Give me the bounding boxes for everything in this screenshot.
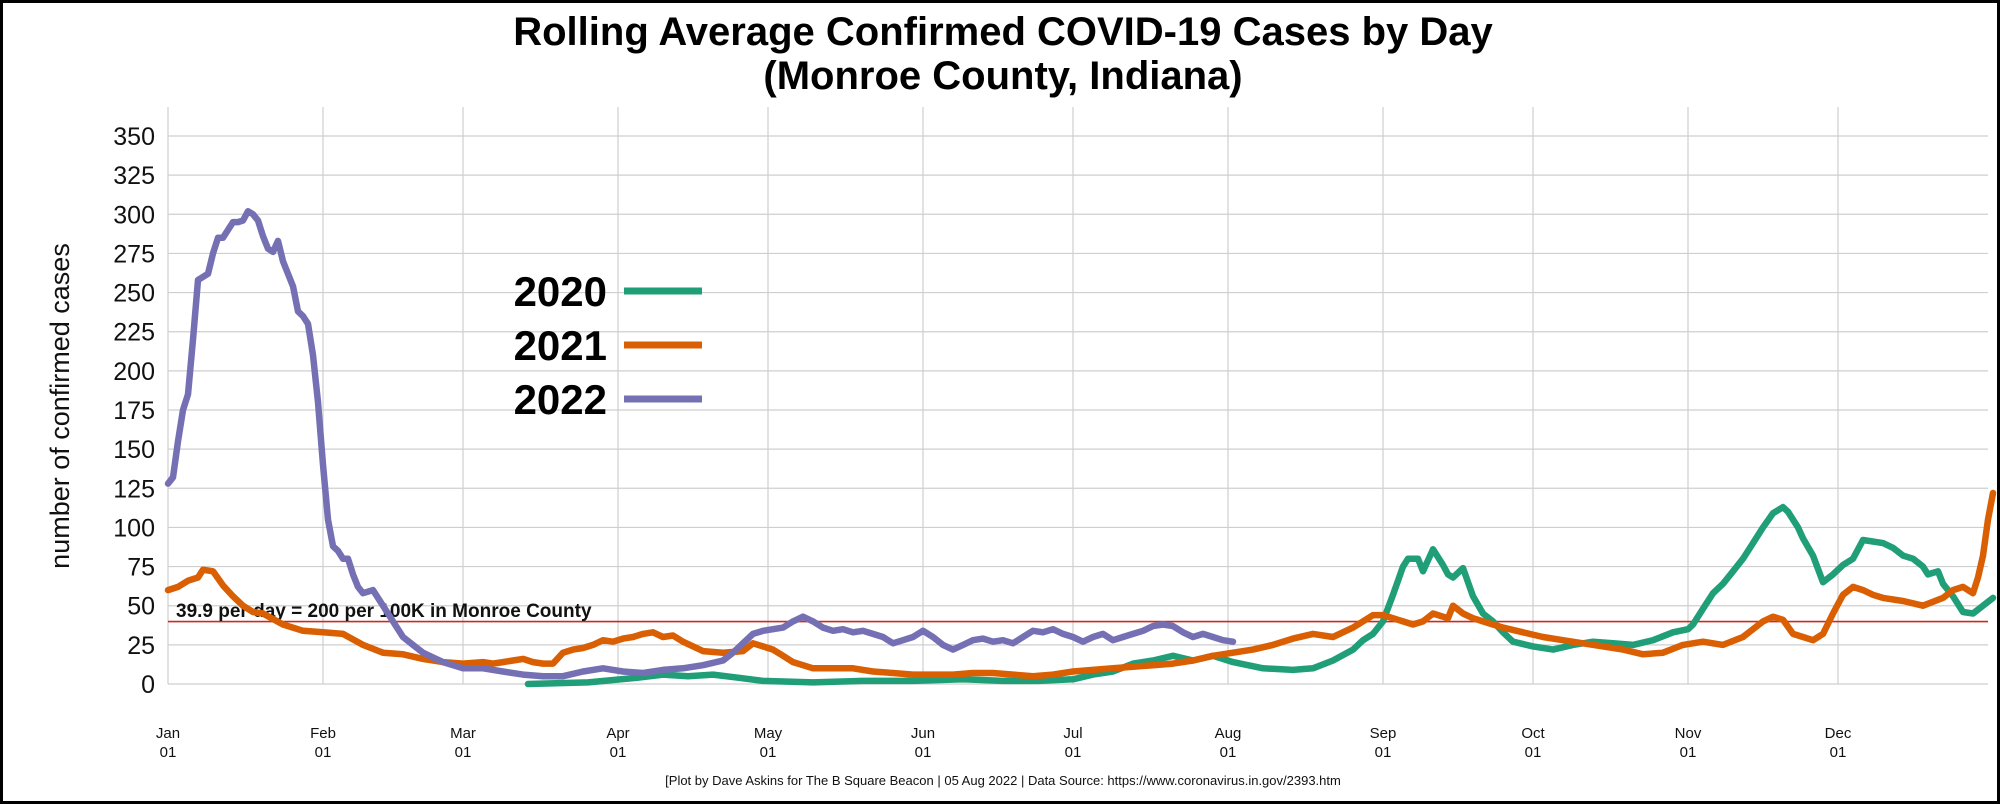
y-tick-label: 75 [127,554,155,582]
series-line-2020 [524,503,1997,688]
x-tick-month: Oct [1521,725,1545,742]
x-tick-day: 01 [760,744,777,761]
x-tick-month: Jun [911,725,935,742]
x-tick-day: 01 [1220,744,1237,761]
legend: 2020 2021 2022 [514,268,702,423]
y-tick-label: 350 [113,123,155,151]
y-tick-label: 325 [113,162,155,190]
chart-title-line2: (Monroe County, Indiana) [763,54,1242,98]
y-axis-ticks: 0 25 50 75 100 125 150 175 200 225 250 275 300 325 350 [113,123,155,699]
y-tick-label: 125 [113,475,155,503]
y-tick-label: 200 [113,358,155,386]
chart-caption: [Plot by Dave Askins for The B Square Be… [665,773,1341,788]
x-tick-day: 01 [1680,744,1697,761]
y-axis-label: number of confirmed cases [45,243,75,569]
x-tick-month: Aug [1215,725,1242,742]
x-tick-month: Dec [1825,725,1852,742]
series-line-2022 [164,207,1237,680]
y-tick-label: 0 [141,671,155,699]
x-tick-month: Mar [450,725,476,742]
x-tick-month: May [754,725,783,742]
x-tick-day: 01 [160,744,177,761]
y-tick-label: 25 [127,632,155,660]
legend-label-2020: 2020 [514,268,607,315]
x-tick-month: Sep [1370,725,1397,742]
x-axis-ticks: Jan 01 Feb 01 Mar 01 Apr 01 May 01 Jun 01 Jul 01 Aug 01… [156,725,1852,761]
y-tick-label: 275 [113,240,155,268]
x-tick-day: 01 [915,744,932,761]
x-tick-day: 01 [1830,744,1847,761]
y-tick-label: 150 [113,436,155,464]
legend-label-2021: 2021 [514,322,607,369]
y-tick-label: 225 [113,319,155,347]
x-tick-day: 01 [610,744,627,761]
x-tick-day: 01 [1525,744,1542,761]
y-tick-label: 50 [127,593,155,621]
x-tick-month: Nov [1675,725,1702,742]
x-tick-day: 01 [315,744,332,761]
x-tick-day: 01 [1375,744,1392,761]
series-lines [164,207,1997,688]
x-tick-month: Feb [310,725,336,742]
y-tick-label: 300 [113,201,155,229]
x-tick-day: 01 [1065,744,1082,761]
x-tick-day: 01 [455,744,472,761]
line-chart: Rolling Average Confirmed COVID-19 Cases… [45,10,1997,788]
legend-label-2022: 2022 [514,376,607,423]
grid [167,107,1988,685]
y-tick-label: 175 [113,397,155,425]
x-tick-month: Jul [1063,725,1082,742]
chart-title-line1: Rolling Average Confirmed COVID-19 Cases… [513,10,1493,54]
x-tick-month: Apr [606,725,629,742]
y-tick-label: 250 [113,280,155,308]
y-tick-label: 100 [113,514,155,542]
series-line-2021 [164,489,1997,680]
x-tick-month: Jan [156,725,180,742]
